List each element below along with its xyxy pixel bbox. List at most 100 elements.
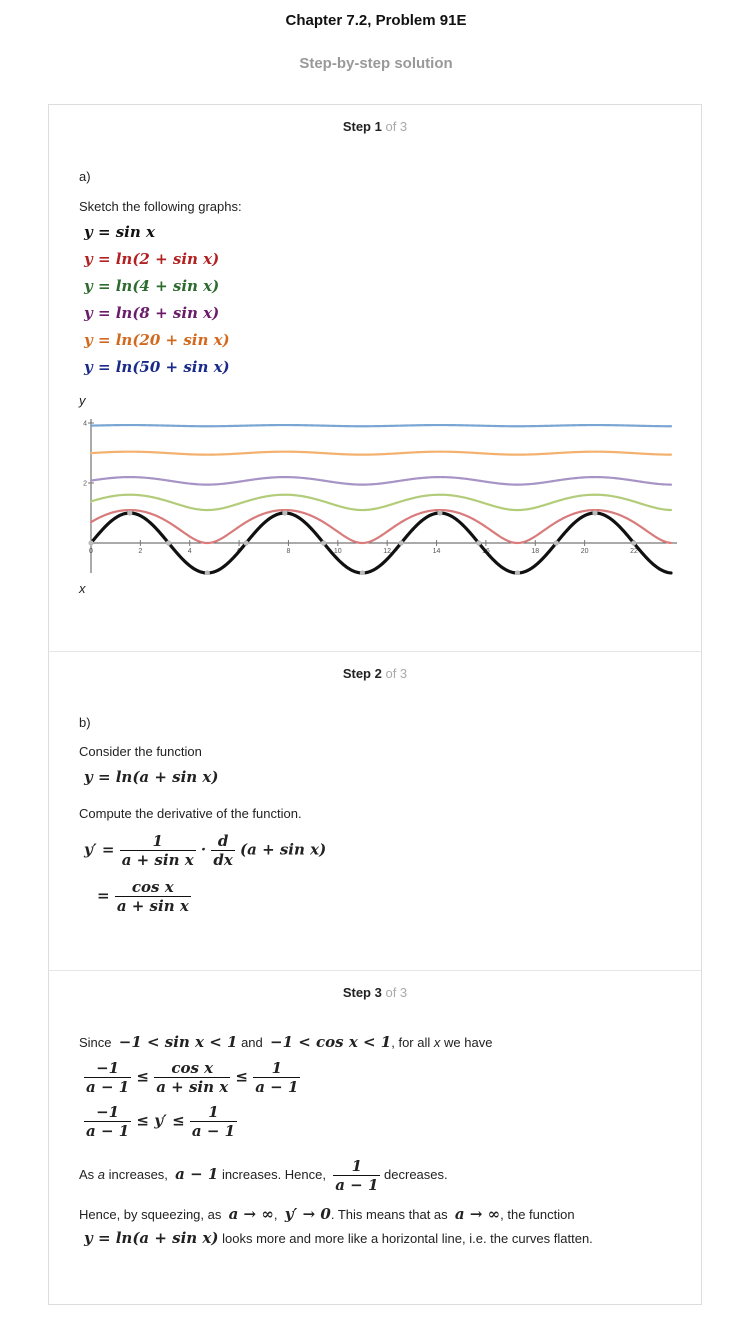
sin-point-marker — [631, 540, 637, 546]
final-line: y = ln(a + sin x) looks more and more li… — [84, 1229, 593, 1247]
equation-ln50: y = ln(50 + sin x) — [84, 358, 230, 376]
step-2-label: Step 2 — [342, 666, 382, 681]
compute-text: Compute the derivative of the function. — [79, 806, 302, 821]
sin-point-marker — [204, 570, 210, 575]
x-tick-label: 4 — [188, 548, 192, 555]
sin-point-marker — [243, 540, 249, 546]
series-line-ln-4-sin-x- — [89, 493, 673, 512]
step-3-label: Step 3 — [342, 985, 382, 1000]
bound-frac-2-den: a + sin x — [156, 1078, 229, 1096]
equation-ln4: y = ln(4 + sin x) — [84, 277, 220, 295]
one-over-den: a − 1 — [335, 1176, 379, 1194]
bound-frac-1-num: −1 — [84, 1059, 132, 1078]
sin-point-marker — [592, 510, 598, 516]
step-2-card: Step 2 of 3 b) Consider the function y =… — [48, 651, 702, 971]
bound-frac-2: cos x a + sin x — [154, 1059, 231, 1096]
x-tick-label: 18 — [531, 548, 539, 555]
ineq-cos: −1 < cos x < 1 — [270, 1033, 392, 1051]
sketch-text: Sketch the following graphs: — [79, 199, 242, 214]
and-text: and — [241, 1035, 263, 1050]
y-tick-label: 4 — [83, 421, 87, 428]
sq-pre: Hence, by squeezing, as — [79, 1207, 222, 1222]
step-1-label: Step 1 — [342, 119, 382, 134]
x-tick-label: 0 — [89, 548, 93, 555]
x-tick-label: 22 — [630, 548, 638, 555]
bound-frac-3-den: a − 1 — [255, 1078, 299, 1096]
step-1-heading: Step 1 of 3 — [49, 119, 701, 134]
deriv-frac-2: d dx — [211, 832, 235, 869]
x-tick-label: 8 — [286, 548, 290, 555]
deriv-eq: = — [97, 886, 110, 905]
deriv-frac-3-den: a + sin x — [116, 897, 189, 915]
sin-point-marker — [553, 540, 559, 546]
le-1: ≤ — [136, 1067, 149, 1086]
consider-text: Consider the function — [79, 744, 202, 759]
sin-point-marker — [282, 510, 288, 516]
sin-point-marker — [398, 540, 404, 546]
sq-post: , the function — [500, 1207, 575, 1222]
deriv-tail: (a + sin x) — [240, 840, 327, 859]
as-a: a — [97, 1166, 106, 1182]
x-tick-label: 12 — [383, 548, 391, 555]
sin-point-marker — [165, 540, 172, 546]
le-2: ≤ — [235, 1067, 248, 1086]
step-3-of: of 3 — [385, 985, 408, 1000]
y-axis-label: y — [79, 393, 86, 408]
equation-ln8: y = ln(8 + sin x) — [84, 304, 220, 322]
deriv-frac-1-den: a + sin x — [121, 851, 194, 869]
equation-sin: y = sin x — [84, 223, 155, 241]
as-post: decreases. — [384, 1166, 448, 1182]
step-1-of: of 3 — [385, 119, 408, 134]
one-over-a-minus-1: 1 a − 1 — [333, 1157, 381, 1194]
deriv-frac-1-num: 1 — [119, 832, 196, 851]
deriv-frac-1: 1 a + sin x — [119, 832, 196, 869]
limit-a-2: a → ∞ — [454, 1205, 501, 1223]
limit-yprime: y′ → 0 — [284, 1205, 331, 1223]
since-line: Since −1 < sin x < 1 and −1 < cos x < 1,… — [79, 1033, 492, 1051]
one-over-num: 1 — [333, 1157, 381, 1176]
y-tick-label: 2 — [83, 481, 87, 488]
sin-point-marker — [127, 510, 133, 516]
sin-point-marker — [514, 570, 521, 575]
yprime-frac-2: 1 a − 1 — [189, 1103, 238, 1140]
step-2-heading: Step 2 of 3 — [49, 666, 701, 681]
bound-line-1: −1 a − 1 ≤ cos x a + sin x ≤ 1 a − 1 — [84, 1059, 301, 1096]
sin-point-marker — [321, 540, 327, 546]
step-1-card: Step 1 of 3 a) Sketch the following grap… — [48, 104, 702, 652]
as-a-increases-line: As a increases, a − 1 increases. Hence, … — [79, 1157, 448, 1194]
series-line-ln-20-sin-x- — [89, 450, 673, 456]
deriv-frac-2-den: dx — [213, 851, 233, 869]
bound-frac-3-num: 1 — [253, 1059, 301, 1078]
deriv-lhs: y′ = — [84, 840, 115, 859]
bound-frac-3: 1 a − 1 — [253, 1059, 301, 1096]
forall-x: x — [433, 1035, 441, 1050]
yprime-middle: ≤ y′ ≤ — [136, 1111, 185, 1130]
sin-point-marker — [437, 510, 443, 516]
deriv-frac-2-num: d — [211, 832, 235, 851]
forall-post: we have — [444, 1035, 493, 1050]
page-title: Chapter 7.2, Problem 91E — [285, 12, 467, 29]
step-3-heading: Step 3 of 3 — [49, 985, 701, 1000]
as-pre: As — [79, 1166, 95, 1182]
series-line-ln-50-sin-x- — [89, 423, 673, 428]
sq-mid: . This means that as — [330, 1207, 448, 1222]
equation-ln2: y = ln(2 + sin x) — [84, 250, 220, 268]
x-axis-label: x — [79, 581, 86, 596]
x-tick-label: 10 — [334, 548, 342, 555]
series-line-ln-2-sin-x- — [89, 508, 673, 545]
page-subtitle: Step-by-step solution — [299, 55, 453, 72]
deriv-frac-3-num: cos x — [114, 878, 191, 897]
step-2-of: of 3 — [385, 666, 408, 681]
derivative-line-2: = cos x a + sin x — [97, 878, 191, 915]
x-tick-label: 2 — [138, 548, 142, 555]
sq-comma: , — [273, 1207, 278, 1222]
yprime-frac-1: −1 a − 1 — [84, 1103, 132, 1140]
forall-pre: , for all — [391, 1035, 431, 1050]
yprime-frac-1-num: −1 — [84, 1103, 132, 1122]
bound-line-2: −1 a − 1 ≤ y′ ≤ 1 a − 1 — [84, 1103, 238, 1140]
series-line-sin-x — [89, 511, 673, 575]
equation-ln20: y = ln(20 + sin x) — [84, 331, 230, 349]
as-mid2: increases. Hence, — [221, 1166, 326, 1182]
function-equation: y = ln(a + sin x) — [84, 768, 219, 786]
